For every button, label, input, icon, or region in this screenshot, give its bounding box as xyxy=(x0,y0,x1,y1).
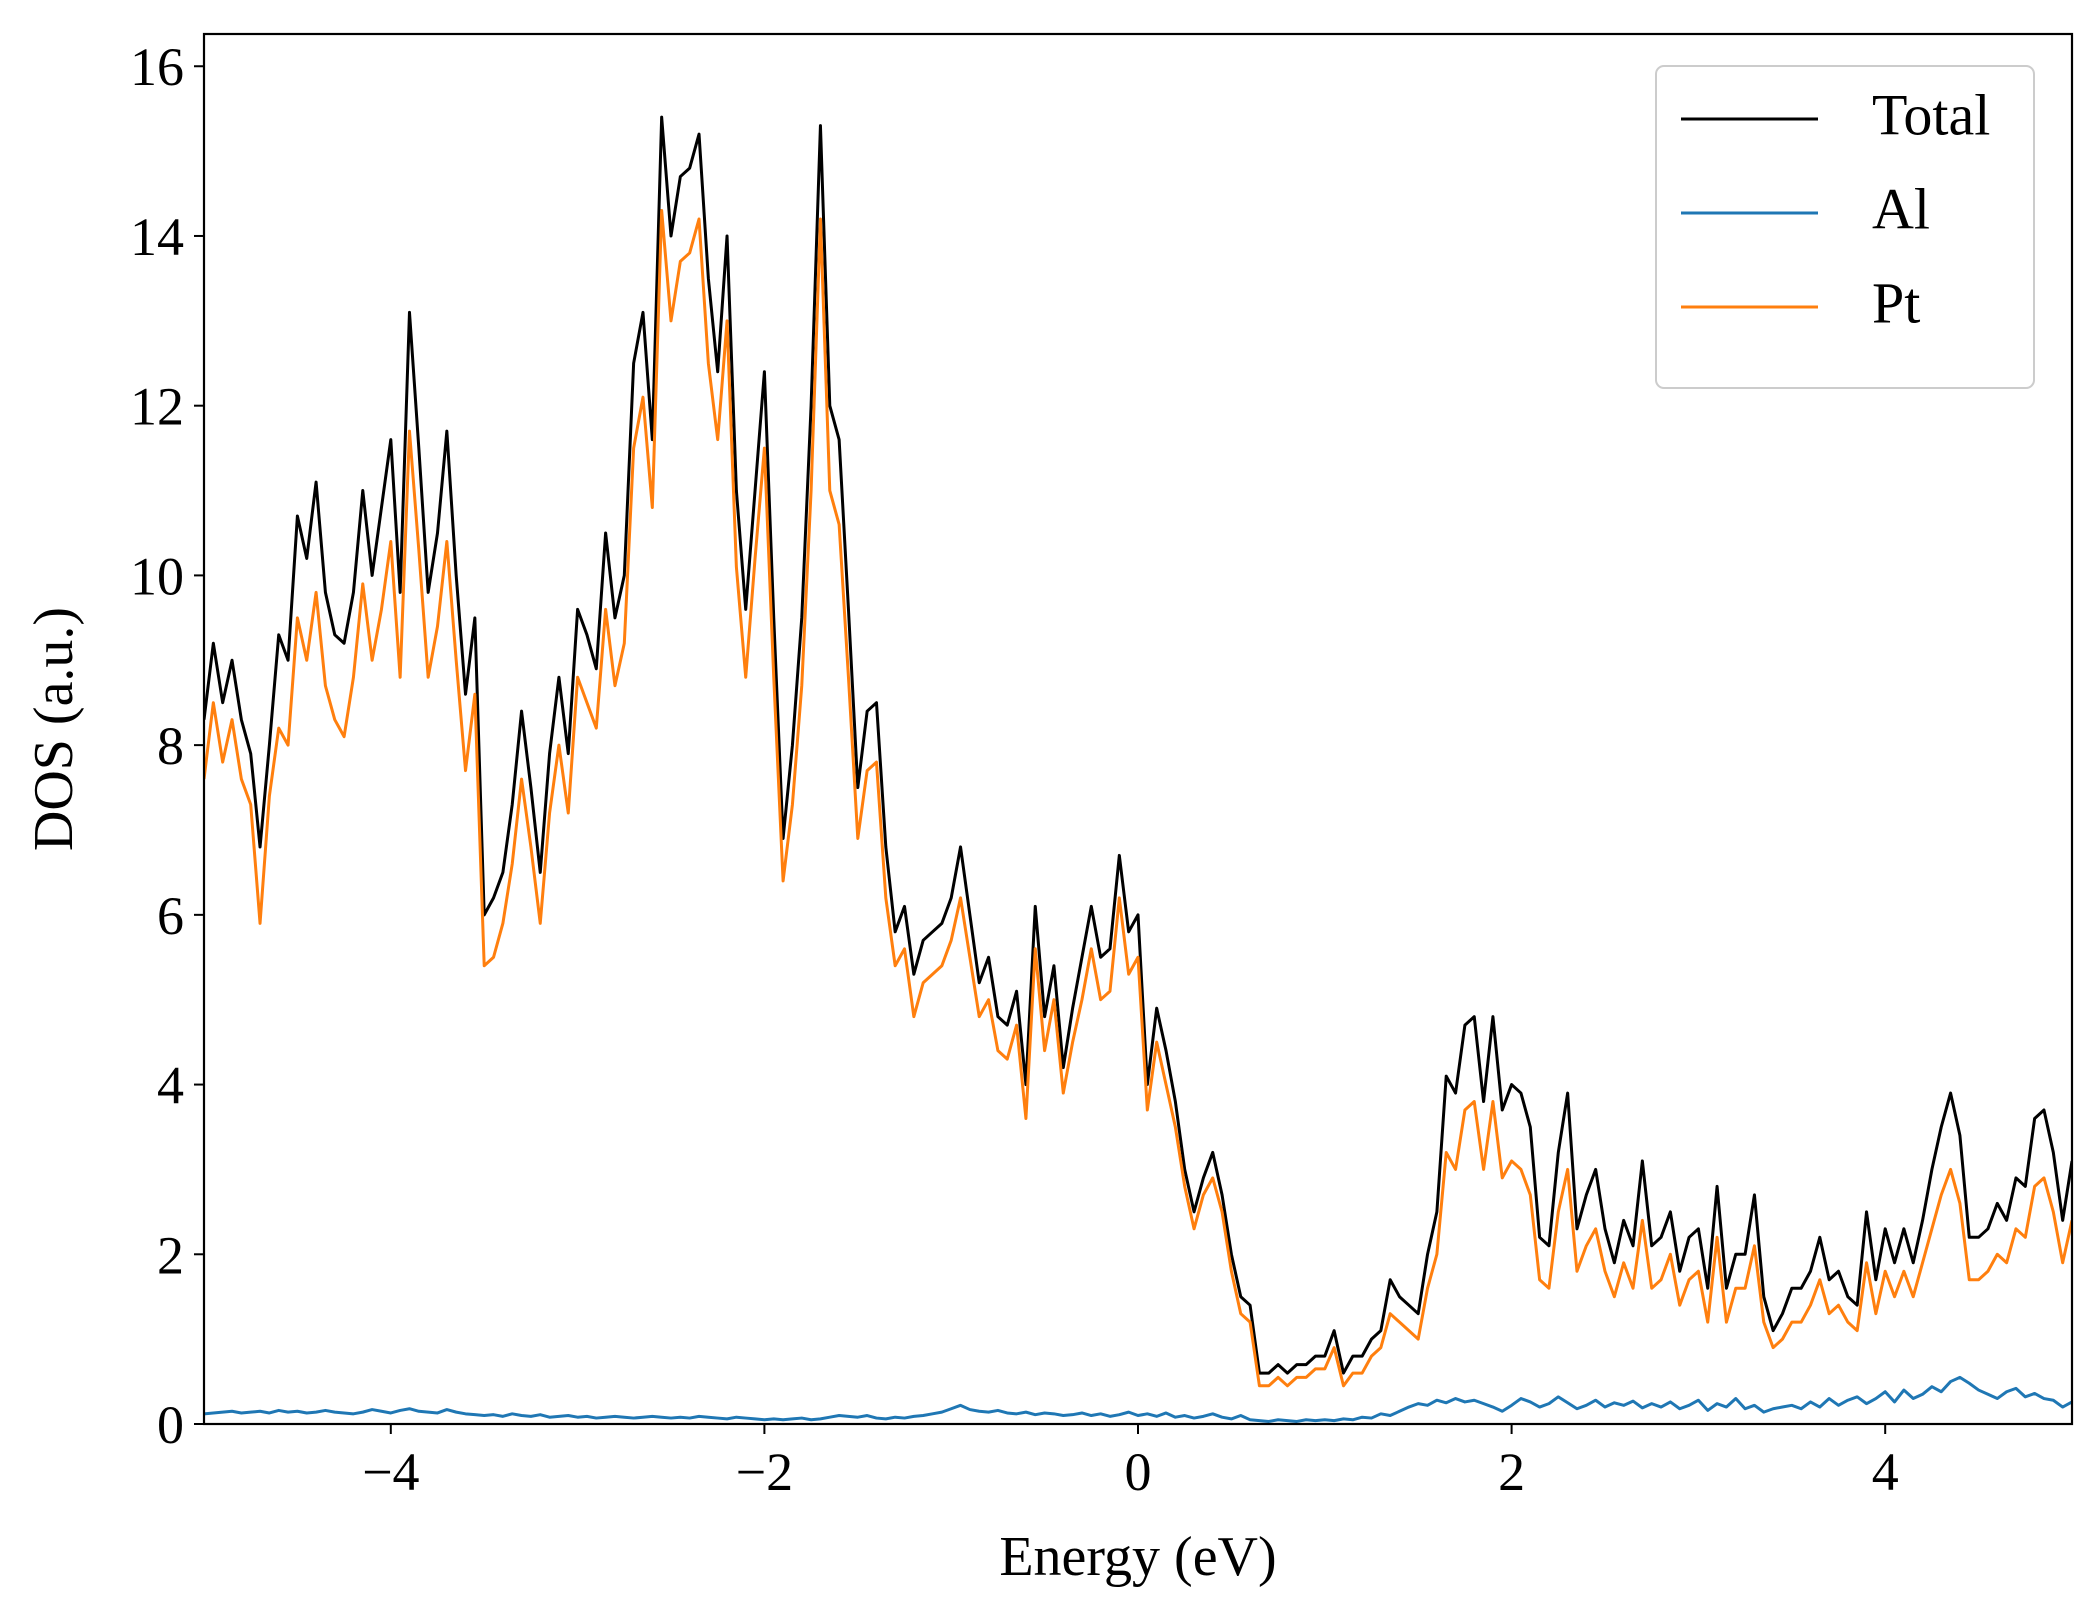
series-line xyxy=(204,1375,2072,1423)
x-tick-label: −2 xyxy=(736,1442,793,1502)
y-axis-label: DOS (a.u.) xyxy=(23,607,85,851)
y-tick-label: 8 xyxy=(157,716,184,776)
y-tick-label: 2 xyxy=(157,1225,184,1285)
x-axis-label: Energy (eV) xyxy=(999,1526,1276,1588)
y-tick-label: 16 xyxy=(130,37,184,97)
x-tick-label: 0 xyxy=(1125,1442,1152,1502)
y-tick-label: 12 xyxy=(130,377,184,437)
y-tick-label: 10 xyxy=(130,546,184,606)
y-tick-label: 4 xyxy=(157,1056,184,1116)
series-line xyxy=(204,115,2072,1375)
series-line xyxy=(204,209,2072,1388)
x-tick-label: 2 xyxy=(1498,1442,1525,1502)
x-tick-label: −4 xyxy=(362,1442,419,1502)
legend-label: Pt xyxy=(1872,270,1920,335)
y-tick-label: 14 xyxy=(130,207,184,267)
y-tick-label: 6 xyxy=(157,886,184,946)
legend-label: Total xyxy=(1872,82,1990,147)
x-tick-label: 4 xyxy=(1872,1442,1899,1502)
legend-label: Al xyxy=(1872,176,1930,241)
y-tick-label: 0 xyxy=(157,1395,184,1455)
